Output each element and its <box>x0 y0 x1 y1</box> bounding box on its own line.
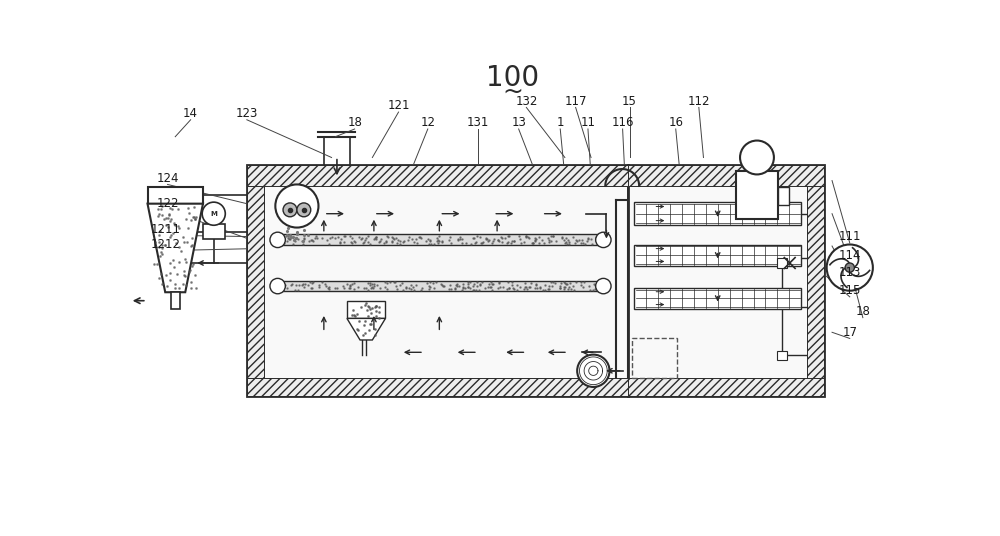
Bar <box>777 258 787 267</box>
Polygon shape <box>347 318 385 340</box>
Bar <box>632 338 677 378</box>
Text: 113: 113 <box>839 266 861 279</box>
Text: 1211: 1211 <box>151 222 181 236</box>
Bar <box>628 165 824 396</box>
Text: 123: 123 <box>236 107 258 120</box>
Bar <box>634 244 801 266</box>
Bar <box>278 234 603 245</box>
Text: 12: 12 <box>420 116 435 129</box>
Text: 13: 13 <box>511 116 526 129</box>
Bar <box>628 378 824 396</box>
Bar <box>203 225 225 239</box>
Text: 131: 131 <box>467 116 489 129</box>
Text: 132: 132 <box>515 95 538 108</box>
Circle shape <box>845 263 854 272</box>
Bar <box>148 187 203 204</box>
Circle shape <box>202 202 225 225</box>
Bar <box>628 165 824 186</box>
Circle shape <box>577 355 610 387</box>
Text: 124: 124 <box>156 172 179 185</box>
Circle shape <box>740 140 774 174</box>
Text: 15: 15 <box>622 95 637 108</box>
Bar <box>247 378 628 396</box>
Bar <box>247 165 628 396</box>
Bar <box>777 351 787 360</box>
Circle shape <box>596 232 611 248</box>
Bar <box>247 186 264 378</box>
Circle shape <box>596 278 611 294</box>
Bar <box>278 281 603 292</box>
Bar <box>634 202 801 225</box>
Text: 111: 111 <box>839 230 861 243</box>
Text: 114: 114 <box>839 249 861 262</box>
Polygon shape <box>148 204 203 292</box>
Text: 121: 121 <box>387 99 410 113</box>
Text: 18: 18 <box>855 305 870 318</box>
Text: 1212: 1212 <box>151 238 181 251</box>
Text: 116: 116 <box>611 116 634 129</box>
Bar <box>634 288 801 309</box>
Text: 115: 115 <box>839 284 861 297</box>
Text: 122: 122 <box>156 197 179 210</box>
Circle shape <box>270 278 285 294</box>
Bar <box>807 186 824 378</box>
Text: 100: 100 <box>486 64 539 92</box>
Circle shape <box>827 244 873 291</box>
Text: 16: 16 <box>668 116 683 129</box>
Text: 112: 112 <box>688 95 710 108</box>
Circle shape <box>297 203 311 217</box>
Circle shape <box>275 184 318 228</box>
Bar <box>247 165 628 186</box>
Bar <box>778 187 789 205</box>
Circle shape <box>283 203 297 217</box>
Text: 11: 11 <box>580 116 595 129</box>
Text: ~: ~ <box>502 79 523 103</box>
Text: 1: 1 <box>556 116 564 129</box>
Text: M: M <box>210 211 217 217</box>
Text: 14: 14 <box>183 107 198 120</box>
Bar <box>347 301 385 318</box>
Bar <box>736 172 778 219</box>
Circle shape <box>270 232 285 248</box>
Text: 17: 17 <box>842 326 857 339</box>
Text: 18: 18 <box>347 116 362 129</box>
Text: 117: 117 <box>564 95 587 108</box>
Bar <box>171 292 180 309</box>
